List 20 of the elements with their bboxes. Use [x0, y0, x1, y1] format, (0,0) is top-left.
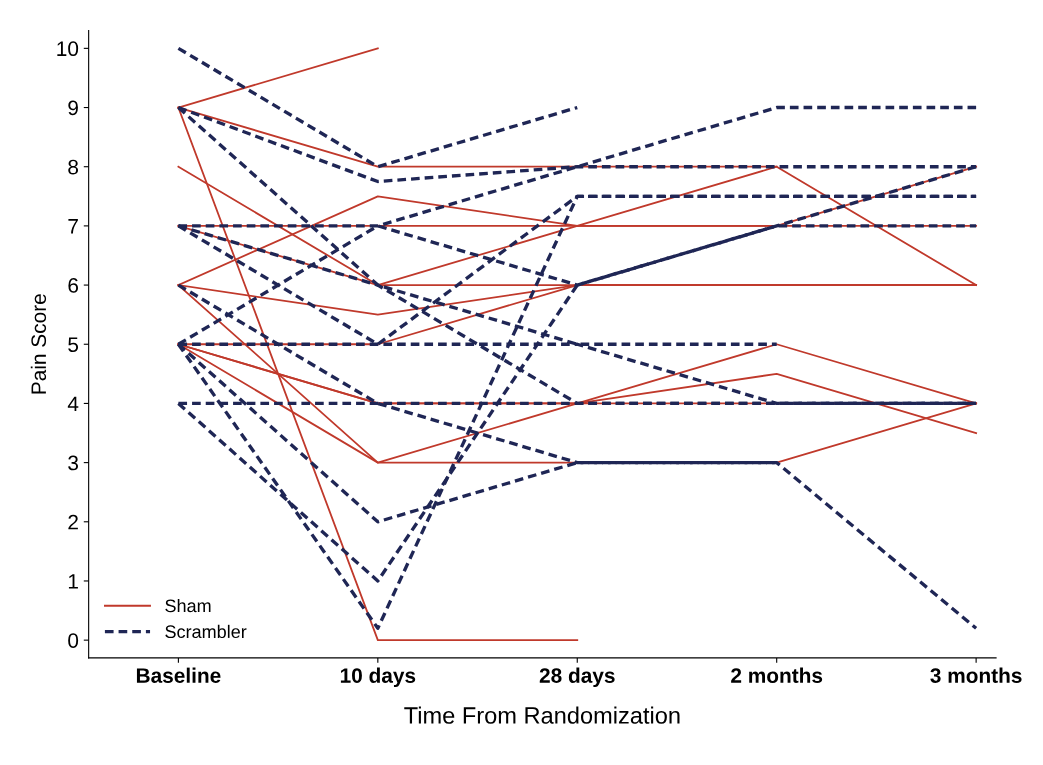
x-tick-label: 28 days — [539, 667, 615, 688]
x-tick-label: 10 days — [340, 667, 416, 688]
y-tick-label: 2 — [68, 514, 78, 530]
y-tick-label: 5 — [68, 337, 79, 352]
legend-label: Scrambler — [165, 624, 247, 639]
y-tick-label: 9 — [68, 100, 78, 116]
x-tick-label: Baseline — [136, 667, 221, 683]
y-tick-label: 4 — [67, 396, 79, 411]
y-tick-label: 8 — [68, 159, 79, 175]
y-tick-label: 3 — [68, 455, 79, 471]
y-tick-label: 7 — [68, 219, 78, 234]
y-axis-title: Pain Score — [30, 294, 47, 394]
y-tick-label: 10 — [57, 41, 79, 57]
x-axis-title: Time From Randomization — [404, 706, 680, 724]
x-tick-label: 2 months — [731, 667, 823, 683]
legend-label: Sham — [165, 598, 211, 613]
y-tick-label: 0 — [68, 633, 79, 648]
x-tick-label: 3 months — [930, 667, 1022, 683]
y-tick-label: 1 — [68, 574, 78, 589]
y-tick-label: 6 — [68, 278, 79, 293]
